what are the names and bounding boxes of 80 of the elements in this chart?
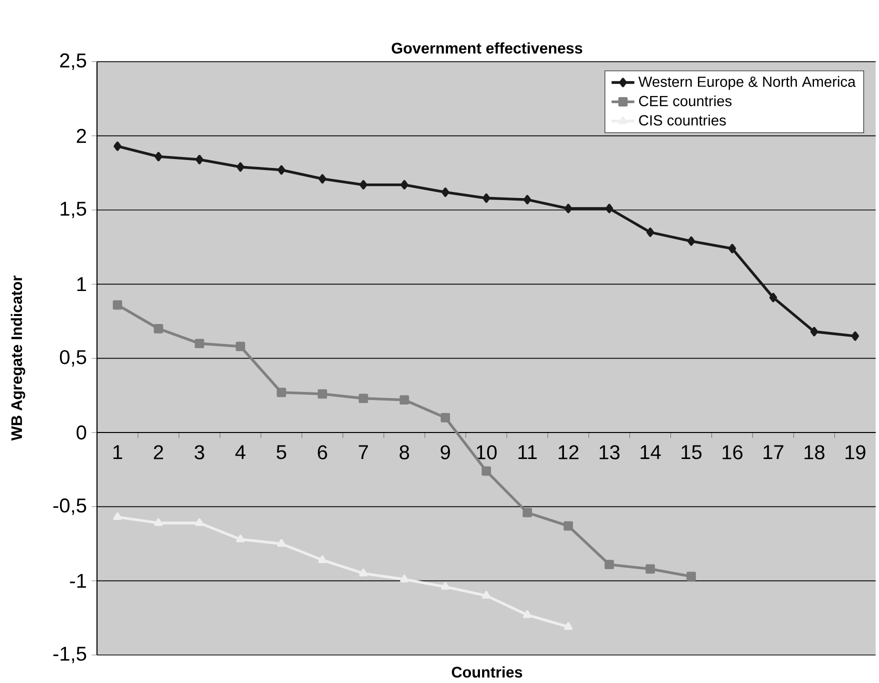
- point: [114, 142, 122, 151]
- point: [686, 572, 696, 582]
- point: [359, 568, 368, 576]
- point: [154, 518, 163, 526]
- point: [646, 564, 655, 574]
- point: [851, 331, 860, 341]
- point: [276, 388, 286, 398]
- x-tick-label: 16: [722, 445, 742, 460]
- point: [441, 582, 450, 590]
- point: [318, 389, 328, 399]
- chart-title: Government effectiveness: [392, 42, 582, 54]
- x-tick-label: 4: [235, 445, 246, 459]
- point: [195, 518, 204, 526]
- point: [318, 555, 327, 564]
- point: [360, 180, 368, 190]
- point: [810, 326, 818, 336]
- x-tick-label: 17: [764, 445, 784, 459]
- x-tick-label: 9: [440, 445, 450, 460]
- point: [400, 574, 409, 582]
- x-tick-label: 6: [318, 445, 328, 460]
- point: [358, 394, 368, 404]
- point: [564, 204, 572, 214]
- legend-label: CIS countries: [639, 114, 726, 126]
- y-tick-label: -0,5: [53, 498, 86, 515]
- point: [400, 395, 410, 405]
- point: [605, 204, 614, 214]
- x-tick-label: 13: [600, 445, 620, 460]
- y-tick-label: 2: [76, 128, 86, 143]
- y-tick-label: -1: [70, 574, 86, 588]
- point: [482, 193, 490, 203]
- point: [523, 610, 532, 618]
- point: [646, 228, 654, 237]
- legend-label: Western Europe & North America: [638, 76, 856, 90]
- x-tick-label: 5: [276, 445, 286, 460]
- point: [769, 292, 778, 302]
- point: [564, 622, 573, 630]
- point: [400, 180, 408, 190]
- point: [196, 154, 204, 164]
- x-tick-label: 18: [804, 445, 824, 460]
- point: [278, 165, 286, 175]
- x-tick-label: 15: [682, 445, 702, 460]
- point: [728, 244, 736, 254]
- x-tick-label: 7: [358, 445, 368, 459]
- point: [154, 152, 162, 162]
- y-axis-title: WB Agregate Indicator: [10, 276, 26, 441]
- x-tick-label: 10: [476, 445, 497, 460]
- point: [194, 338, 204, 348]
- x-tick-label: 8: [400, 445, 410, 460]
- point: [112, 300, 122, 310]
- point: [236, 534, 245, 542]
- y-tick-label: 1,5: [60, 202, 86, 218]
- point: [442, 188, 450, 197]
- point: [522, 508, 532, 518]
- x-axis-title: Countries: [452, 666, 522, 678]
- point: [604, 560, 614, 570]
- x-tick-label: 12: [558, 445, 578, 460]
- x-tick-label: 19: [846, 445, 866, 460]
- point: [154, 324, 164, 334]
- point: [482, 591, 491, 599]
- point: [440, 413, 450, 422]
- x-tick-label: 14: [640, 445, 661, 459]
- point: [687, 236, 696, 246]
- y-tick-label: -1,5: [53, 646, 86, 664]
- point: [523, 194, 532, 204]
- y-tick-label: 1: [77, 277, 86, 292]
- point: [236, 342, 246, 352]
- x-tick-label: 1: [113, 445, 122, 459]
- point: [482, 466, 491, 476]
- y-tick-label: 0: [76, 425, 86, 440]
- y-tick-label: 2,5: [60, 53, 86, 70]
- point: [277, 539, 286, 547]
- y-tick-label: 0,5: [60, 350, 86, 367]
- point: [113, 512, 122, 520]
- point: [318, 174, 326, 184]
- point: [236, 162, 244, 172]
- x-tick-label: 11: [518, 445, 537, 459]
- point: [564, 521, 573, 531]
- x-tick-label: 3: [194, 445, 204, 460]
- legend-label: CEE countries: [639, 95, 732, 106]
- x-tick-label: 2: [154, 445, 164, 460]
